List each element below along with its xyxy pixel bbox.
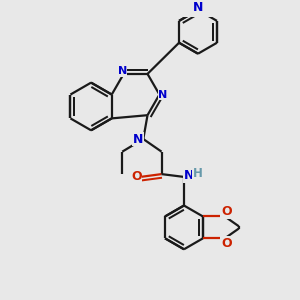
Text: N: N [118, 66, 127, 76]
Text: H: H [193, 167, 203, 180]
Text: O: O [131, 170, 142, 183]
Text: N: N [193, 1, 203, 14]
Text: O: O [221, 205, 232, 218]
Text: N: N [133, 133, 143, 146]
Text: O: O [221, 237, 232, 250]
Text: N: N [184, 169, 194, 182]
Text: N: N [158, 89, 167, 100]
